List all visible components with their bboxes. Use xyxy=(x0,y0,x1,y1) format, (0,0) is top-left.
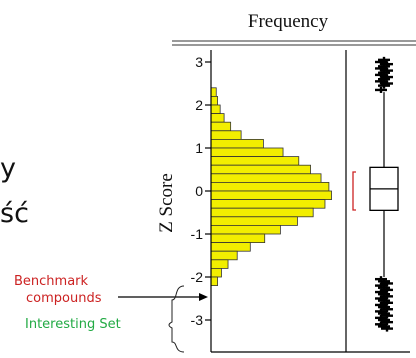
histogram-bar xyxy=(210,113,225,123)
histogram-bar xyxy=(210,242,251,252)
boxplot xyxy=(369,56,399,332)
y-tick-label: -2 xyxy=(191,269,204,285)
histogram-bar xyxy=(210,259,229,269)
red-bracket xyxy=(352,171,356,211)
histogram-bar xyxy=(210,199,326,209)
histogram-bar xyxy=(210,130,242,140)
benchmark-label-line-2: compounds xyxy=(26,291,102,306)
histogram-bar xyxy=(210,96,218,106)
y-tick-label: 3 xyxy=(195,54,203,70)
background-text-line-2: ść xyxy=(0,198,29,229)
histogram-bar xyxy=(210,181,330,192)
histogram-bar xyxy=(210,104,221,114)
y-tick-label: -1 xyxy=(191,226,204,242)
histogram-bar xyxy=(210,147,284,157)
interesting-set-brace xyxy=(168,285,185,353)
boxplot-outlier xyxy=(375,86,387,93)
boxplot-outlier xyxy=(378,56,390,63)
benchmark-label-line-1: Benchmark xyxy=(14,274,89,289)
histogram-bar xyxy=(210,190,332,200)
y-tick-label: 1 xyxy=(195,140,203,156)
y-tick-label: -3 xyxy=(191,312,204,328)
histogram-bar xyxy=(210,121,232,132)
y-tick-label: 0 xyxy=(195,183,203,199)
histogram-bar xyxy=(210,250,238,261)
boxplot-outlier xyxy=(381,325,393,332)
histogram-bar xyxy=(210,164,311,175)
histogram-bar xyxy=(210,173,322,183)
y-axis-label: Z Score xyxy=(156,173,177,233)
background-text: y ść xyxy=(0,153,29,229)
chart-title: Frequency xyxy=(248,11,329,32)
histogram-bar xyxy=(210,156,300,166)
benchmark-arrow-head xyxy=(199,293,208,301)
histogram-bar xyxy=(210,233,266,243)
histogram-bar xyxy=(210,224,281,235)
histogram-bar xyxy=(210,276,218,287)
histogram-bar xyxy=(210,216,298,226)
histogram-bar xyxy=(210,267,222,278)
histogram-bars xyxy=(210,87,332,287)
interesting-set-label: Interesting Set xyxy=(25,317,121,332)
background-text-line-1: y xyxy=(0,153,16,184)
y-tick-label: 2 xyxy=(195,97,203,113)
histogram-bar xyxy=(210,138,264,149)
histogram-bar xyxy=(210,207,314,218)
histogram-bar xyxy=(210,87,217,97)
y-axis-ticks: 3 2 1 0 -1 -2 -3 xyxy=(191,54,211,328)
